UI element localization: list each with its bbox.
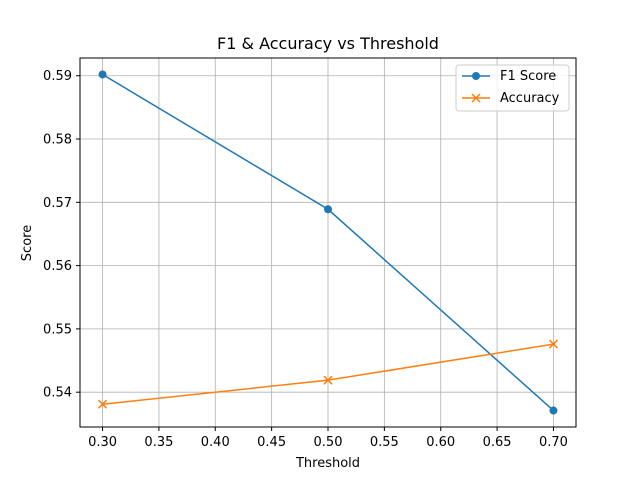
y-tick-label: 0.56 (43, 259, 72, 274)
legend-label-accuracy: Accuracy (500, 91, 560, 106)
data-point-f1-score (549, 406, 558, 415)
y-tick-label: 0.54 (43, 386, 72, 401)
legend-label-f1: F1 Score (500, 69, 556, 84)
x-tick-label: 0.45 (257, 435, 286, 450)
x-tick-label: 0.70 (539, 435, 568, 450)
data-point-accuracy (323, 375, 333, 385)
legend: F1 Score Accuracy (455, 64, 570, 112)
chart-title: F1 & Accuracy vs Threshold (217, 34, 439, 53)
x-tick-label: 0.35 (144, 435, 173, 450)
legend-marker-accuracy (471, 93, 481, 103)
series-accuracy (98, 339, 558, 409)
y-tick-label: 0.55 (43, 322, 72, 337)
data-point-accuracy (98, 399, 108, 409)
data-point-f1-score (324, 205, 332, 214)
x-tick-label: 0.65 (483, 435, 512, 450)
grid (80, 58, 576, 427)
data-point-f1-score (98, 70, 107, 79)
legend-marker-f1 (472, 72, 480, 80)
x-tick-label: 0.50 (314, 435, 343, 450)
series-layer (98, 70, 558, 415)
x-tick-label: 0.60 (426, 435, 455, 450)
series-f1-score (98, 70, 558, 415)
y-axis-label: Score (20, 225, 35, 261)
data-point-accuracy (548, 339, 558, 349)
x-tick-label: 0.30 (88, 435, 117, 450)
x-axis-label: Threshold (295, 456, 360, 471)
y-tick-label: 0.59 (43, 69, 72, 84)
x-axis-ticks: 0.30 0.35 0.40 0.45 0.50 0.55 0.60 0.65 0.70 (88, 427, 568, 450)
x-tick-label: 0.40 (201, 435, 230, 450)
x-tick-label: 0.55 (370, 435, 399, 450)
y-axis-ticks: 0.54 0.55 0.56 0.57 0.58 0.59 (43, 69, 80, 401)
y-tick-label: 0.58 (43, 133, 72, 148)
y-tick-label: 0.57 (43, 196, 72, 211)
